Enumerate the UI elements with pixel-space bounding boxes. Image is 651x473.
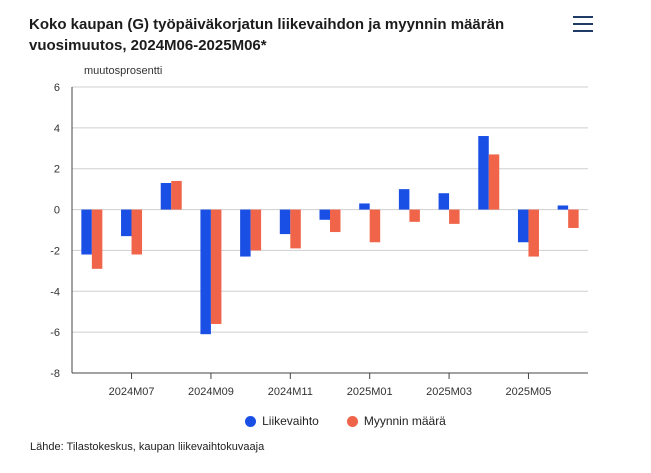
x-tick-label: 2024M07 xyxy=(109,386,155,398)
bar-liikevaihto-2024M09 xyxy=(200,209,211,335)
legend-marker xyxy=(346,415,358,427)
y-tick-label: 2 xyxy=(54,164,60,176)
y-tick-label: -6 xyxy=(50,327,60,339)
y-tick-label: 6 xyxy=(54,82,60,94)
bar-myynnin-maara-2025M02 xyxy=(409,209,420,222)
bar-myynnin-maara-2024M12 xyxy=(330,209,341,233)
y-tick-label: -8 xyxy=(50,368,60,380)
legend-label: Myynnin määrä xyxy=(363,414,446,428)
x-tick-label: 2025M05 xyxy=(506,386,552,398)
bar-myynnin-maara-2024M11 xyxy=(290,209,301,249)
bar-liikevaihto-2025M02 xyxy=(398,189,410,210)
y-tick-label: 0 xyxy=(54,205,60,217)
bar-liikevaihto-2024M11 xyxy=(279,209,291,235)
y-tick-label: 4 xyxy=(54,123,60,135)
bar-myynnin-maara-2025M03 xyxy=(449,209,460,224)
y-tick-label: -4 xyxy=(50,286,60,298)
bar-myynnin-maara-2024M10 xyxy=(250,209,262,251)
legend-marker xyxy=(245,415,257,427)
bar-liikevaihto-2024M08 xyxy=(160,183,172,210)
bar-liikevaihto-2025M04 xyxy=(478,136,489,210)
bar-myynnin-maara-2025M04 xyxy=(488,154,500,210)
bar-liikevaihto-2025M03 xyxy=(438,193,450,210)
hamburger-menu-icon[interactable] xyxy=(573,16,593,32)
bar-myynnin-maara-2024M07 xyxy=(131,209,143,255)
bar-liikevaihto-2024M06 xyxy=(81,209,92,255)
chart-title: Koko kaupan (G) työpäiväkorjatun liikeva… xyxy=(29,16,505,54)
bar-chart: 6 4 2 0 -2 -4 -6 -8 2024M07 2024M09 2024M11 2025M01… xyxy=(50,82,588,398)
x-tick-label: 2025M01 xyxy=(347,386,393,398)
legend-item-myynnin-maara[interactable]: Myynnin määrä xyxy=(346,414,446,428)
legend: Liikevaihto Myynnin määrä xyxy=(0,414,651,428)
legend-item-liikevaihto[interactable]: Liikevaihto xyxy=(245,414,319,428)
source-note: Lähde: Tilastokeskus, kaupan liikevaihto… xyxy=(30,441,265,453)
bar-liikevaihto-2024M07 xyxy=(121,209,132,237)
bar-liikevaihto-2025M05 xyxy=(517,209,529,243)
legend-label: Liikevaihto xyxy=(262,414,319,428)
bar-myynnin-maara-2025M01 xyxy=(369,209,381,243)
x-tick-label: 2024M11 xyxy=(268,386,313,398)
bar-myynnin-maara-2025M05 xyxy=(528,209,539,257)
bar-myynnin-maara-2024M06 xyxy=(91,209,103,269)
x-tick-label: 2024M09 xyxy=(188,386,234,398)
y-axis-label: muutosprosentti xyxy=(84,65,163,77)
bar-liikevaihto-2025M06 xyxy=(557,205,569,210)
x-tick-label: 2025M03 xyxy=(426,386,472,398)
bar-liikevaihto-2024M12 xyxy=(319,209,330,220)
bar-liikevaihto-2025M01 xyxy=(359,203,370,210)
y-tick-label: -2 xyxy=(50,245,60,257)
bar-myynnin-maara-2025M06 xyxy=(568,209,579,228)
bar-myynnin-maara-2024M09 xyxy=(210,209,222,324)
bar-myynnin-maara-2024M08 xyxy=(171,180,182,210)
bar-liikevaihto-2024M10 xyxy=(240,209,251,257)
